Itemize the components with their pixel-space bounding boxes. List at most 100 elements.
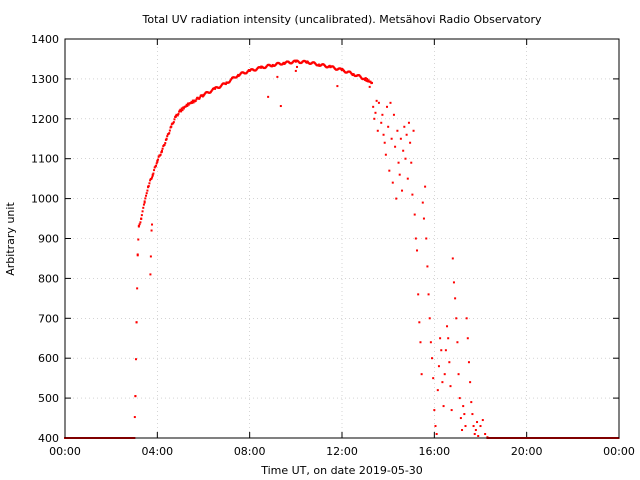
data-point <box>440 349 443 352</box>
data-point <box>160 149 163 152</box>
data-point <box>151 173 154 176</box>
data-point <box>414 237 417 240</box>
data-point <box>371 81 374 84</box>
data-point <box>377 101 380 104</box>
grid-lines <box>65 39 619 438</box>
data-point <box>136 287 139 290</box>
data-point <box>144 197 147 200</box>
data-point <box>447 337 450 340</box>
data-point <box>454 297 457 300</box>
data-point <box>187 102 190 105</box>
y-tick-label: 800 <box>38 272 59 285</box>
data-point <box>155 164 158 167</box>
data-point <box>328 64 331 67</box>
data-point <box>178 110 181 113</box>
data-point <box>479 425 482 428</box>
data-point <box>184 105 187 108</box>
data-point <box>375 99 378 102</box>
data-point <box>143 201 146 204</box>
data-point <box>434 425 437 428</box>
data-point <box>410 161 413 164</box>
data-point <box>366 78 369 81</box>
data-point <box>271 63 274 66</box>
data-point <box>458 397 461 400</box>
data-point <box>417 293 420 296</box>
data-point <box>473 433 476 436</box>
data-point <box>159 153 162 156</box>
data-point <box>174 115 177 118</box>
data-point <box>412 129 415 132</box>
x-tick-label: 08:00 <box>234 445 266 458</box>
data-point <box>148 182 151 185</box>
data-point <box>452 281 455 284</box>
data-point <box>150 177 153 180</box>
data-point <box>470 401 473 404</box>
data-point <box>139 221 142 224</box>
data-point <box>380 121 383 124</box>
data-point <box>427 293 430 296</box>
data-point <box>189 102 192 105</box>
data-point <box>228 80 231 83</box>
data-point <box>397 161 400 164</box>
data-point <box>160 150 163 153</box>
data-point <box>186 103 189 106</box>
data-point <box>248 69 251 72</box>
x-tick-label: 00:00 <box>49 445 81 458</box>
data-point <box>214 87 217 90</box>
data-point <box>179 108 182 111</box>
data-point <box>179 109 182 112</box>
data-point <box>191 99 194 102</box>
data-point <box>367 79 370 82</box>
y-tick-label: 1300 <box>31 73 59 86</box>
data-point <box>170 125 173 128</box>
data-point <box>406 177 409 180</box>
data-point <box>457 373 460 376</box>
data-point <box>449 385 452 388</box>
data-point <box>202 93 205 96</box>
data-point <box>411 193 414 196</box>
data-point <box>392 113 395 116</box>
y-tick-label: 700 <box>38 312 59 325</box>
data-point <box>198 97 201 100</box>
data-point <box>172 121 175 124</box>
data-point <box>180 107 183 110</box>
data-point <box>168 132 171 135</box>
data-point <box>464 425 467 428</box>
data-point <box>133 416 136 419</box>
data-point <box>381 113 384 116</box>
data-point <box>428 317 431 320</box>
data-point <box>294 60 297 63</box>
data-point <box>409 141 412 144</box>
data-point <box>421 201 424 204</box>
data-point <box>229 79 232 82</box>
data-point <box>446 325 449 328</box>
data-point <box>163 143 166 146</box>
data-point <box>442 405 445 408</box>
data-point <box>467 361 470 364</box>
data-point <box>462 405 465 408</box>
data-point <box>192 101 195 104</box>
data-point <box>137 238 140 241</box>
data-point <box>450 409 453 412</box>
data-point <box>368 85 371 88</box>
data-point <box>182 107 185 110</box>
data-point <box>173 118 176 121</box>
data-point <box>142 206 145 209</box>
data-point <box>155 162 158 165</box>
data-point <box>364 77 367 80</box>
data-point <box>365 79 368 82</box>
data-point <box>401 189 404 192</box>
x-tick-label: 04:00 <box>141 445 173 458</box>
data-point <box>429 341 432 344</box>
data-point <box>146 189 149 192</box>
data-point <box>140 217 143 220</box>
data-point <box>376 129 379 132</box>
data-point <box>374 111 377 114</box>
data-point <box>448 361 451 364</box>
data-point <box>210 89 213 92</box>
y-tick-label: 1100 <box>31 153 59 166</box>
data-point <box>461 429 464 432</box>
data-point <box>149 179 152 182</box>
data-point <box>486 436 489 439</box>
